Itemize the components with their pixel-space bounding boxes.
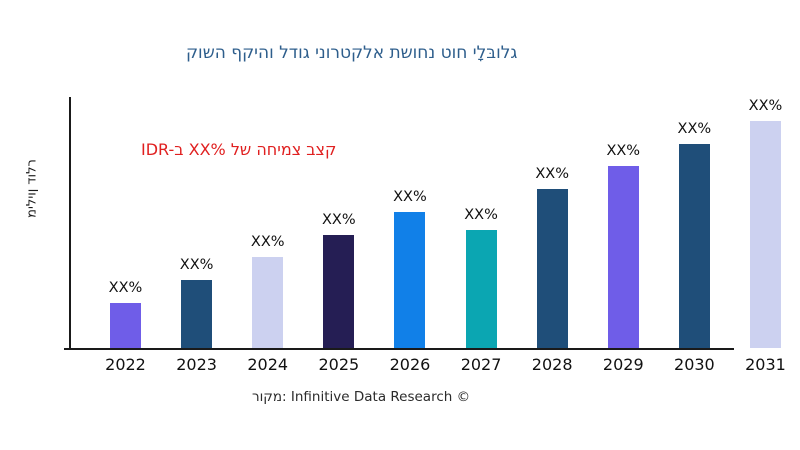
- bar-2031: [749, 121, 781, 348]
- bar-2024: [252, 257, 284, 348]
- bar-2022: [110, 302, 141, 348]
- x-tick-label-2027: 2027: [460, 355, 502, 374]
- x-tick-label-2028: 2028: [531, 355, 573, 374]
- bar-2028: [536, 189, 568, 348]
- bar-value-label-2031: XX%: [748, 98, 783, 114]
- x-tick-label-2024: 2024: [247, 355, 289, 374]
- x-tick-label-2026: 2026: [389, 355, 431, 374]
- y-axis-line: [69, 97, 71, 348]
- bar-value-label-2023: XX%: [179, 256, 214, 273]
- bar-value-label-2029: XX%: [606, 143, 641, 160]
- chart-title: קושה ףקיהו לדוג ינורטקלא תשוחנ טוח ילָבּ…: [186, 43, 518, 63]
- x-tick-label-2023: 2023: [176, 355, 217, 374]
- x-tick-label-2022: 2022: [105, 355, 146, 374]
- bar-2030: [678, 143, 710, 348]
- bar-value-label-2026: XX%: [393, 188, 427, 205]
- bar-2027: [465, 229, 497, 348]
- bar-value-label-2022: XX%: [108, 279, 143, 296]
- bar-value-label-2030: XX%: [677, 120, 712, 137]
- bar-2025: [323, 234, 355, 348]
- source-text: רוקמ: Infinitive Data Research ©: [252, 389, 471, 405]
- x-tick-label-2030: 2030: [674, 355, 715, 374]
- bar-2023: [181, 279, 213, 348]
- bar-2029: [607, 166, 639, 348]
- bar-value-label-2028: XX%: [535, 166, 569, 183]
- bar-value-label-2025: XX%: [322, 211, 356, 228]
- x-tick-label-2029: 2029: [602, 355, 644, 374]
- x-tick-label-2025: 2025: [318, 355, 360, 374]
- bar-value-label-2027: XX%: [464, 206, 498, 223]
- growth-rate-annotation: IDR-ב XX% לש החימצ בצק: [141, 140, 337, 159]
- y-axis-label: מיליון דולר: [24, 159, 40, 218]
- x-axis-line: [64, 348, 734, 350]
- bar-2026: [394, 211, 426, 348]
- bar-value-label-2024: XX%: [250, 234, 285, 251]
- x-tick-label-2031: 2031: [745, 355, 786, 374]
